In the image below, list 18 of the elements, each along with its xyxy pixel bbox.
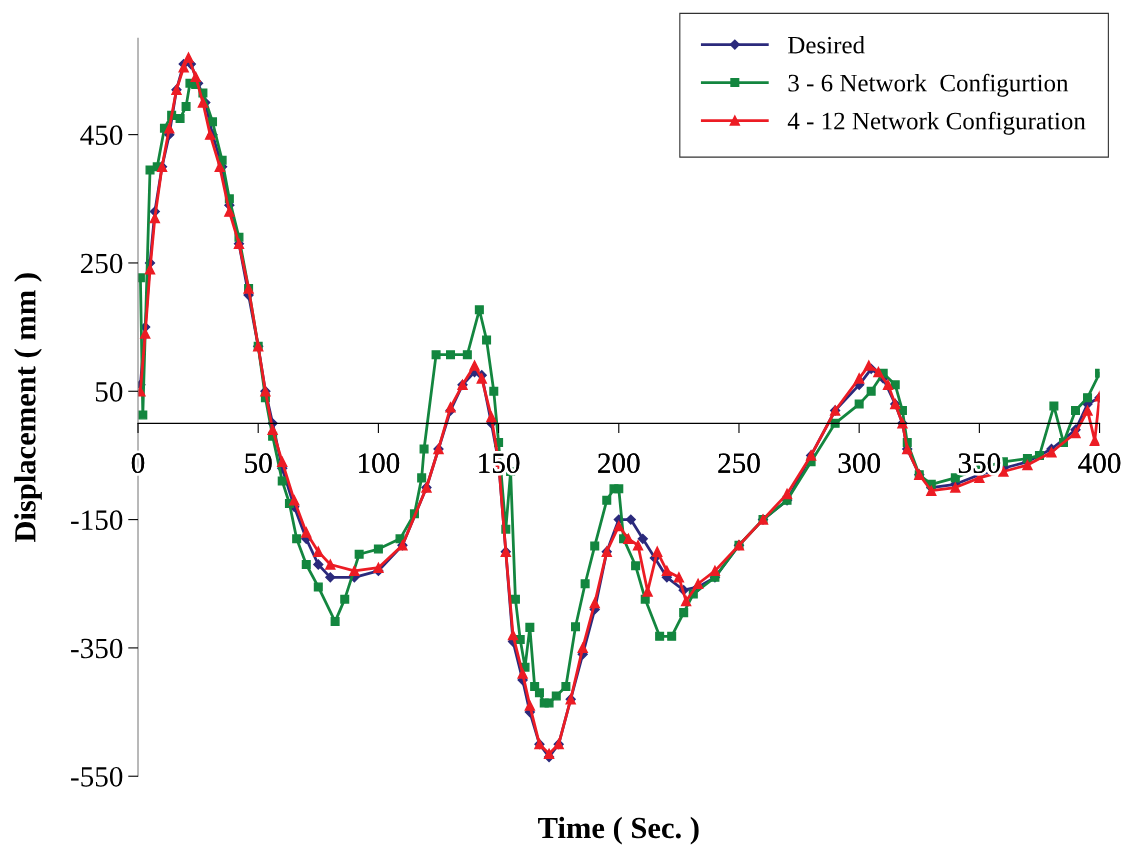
y-axis-title: Displacement ( mm ) (14, 273, 42, 543)
x-tick-label: 0 (131, 453, 145, 474)
x-tick-label: 50 (245, 453, 272, 474)
y-tick-label: -150 (71, 510, 123, 530)
y-tick-label: 50 (95, 381, 123, 402)
x-tick-label: 100 (359, 453, 400, 474)
y-tick-label: -550 (71, 766, 123, 787)
y-tick-label: 450 (80, 125, 123, 146)
y-tick-label: 250 (80, 253, 123, 274)
legend-label: 4 - 12 Network Configuration (787, 111, 1086, 135)
y-tick-label: -350 (71, 638, 123, 659)
x-tick-label: 300 (838, 453, 880, 474)
x-tick-label: 200 (598, 453, 640, 474)
x-axis-title: Time ( Sec. ) (538, 816, 699, 845)
legend-label: Desired (788, 36, 865, 54)
legend-label: 3 - 6 Network Configurtion (788, 73, 1069, 97)
x-tick-label: 400 (1078, 453, 1121, 474)
x-tick-label: 250 (718, 453, 760, 474)
